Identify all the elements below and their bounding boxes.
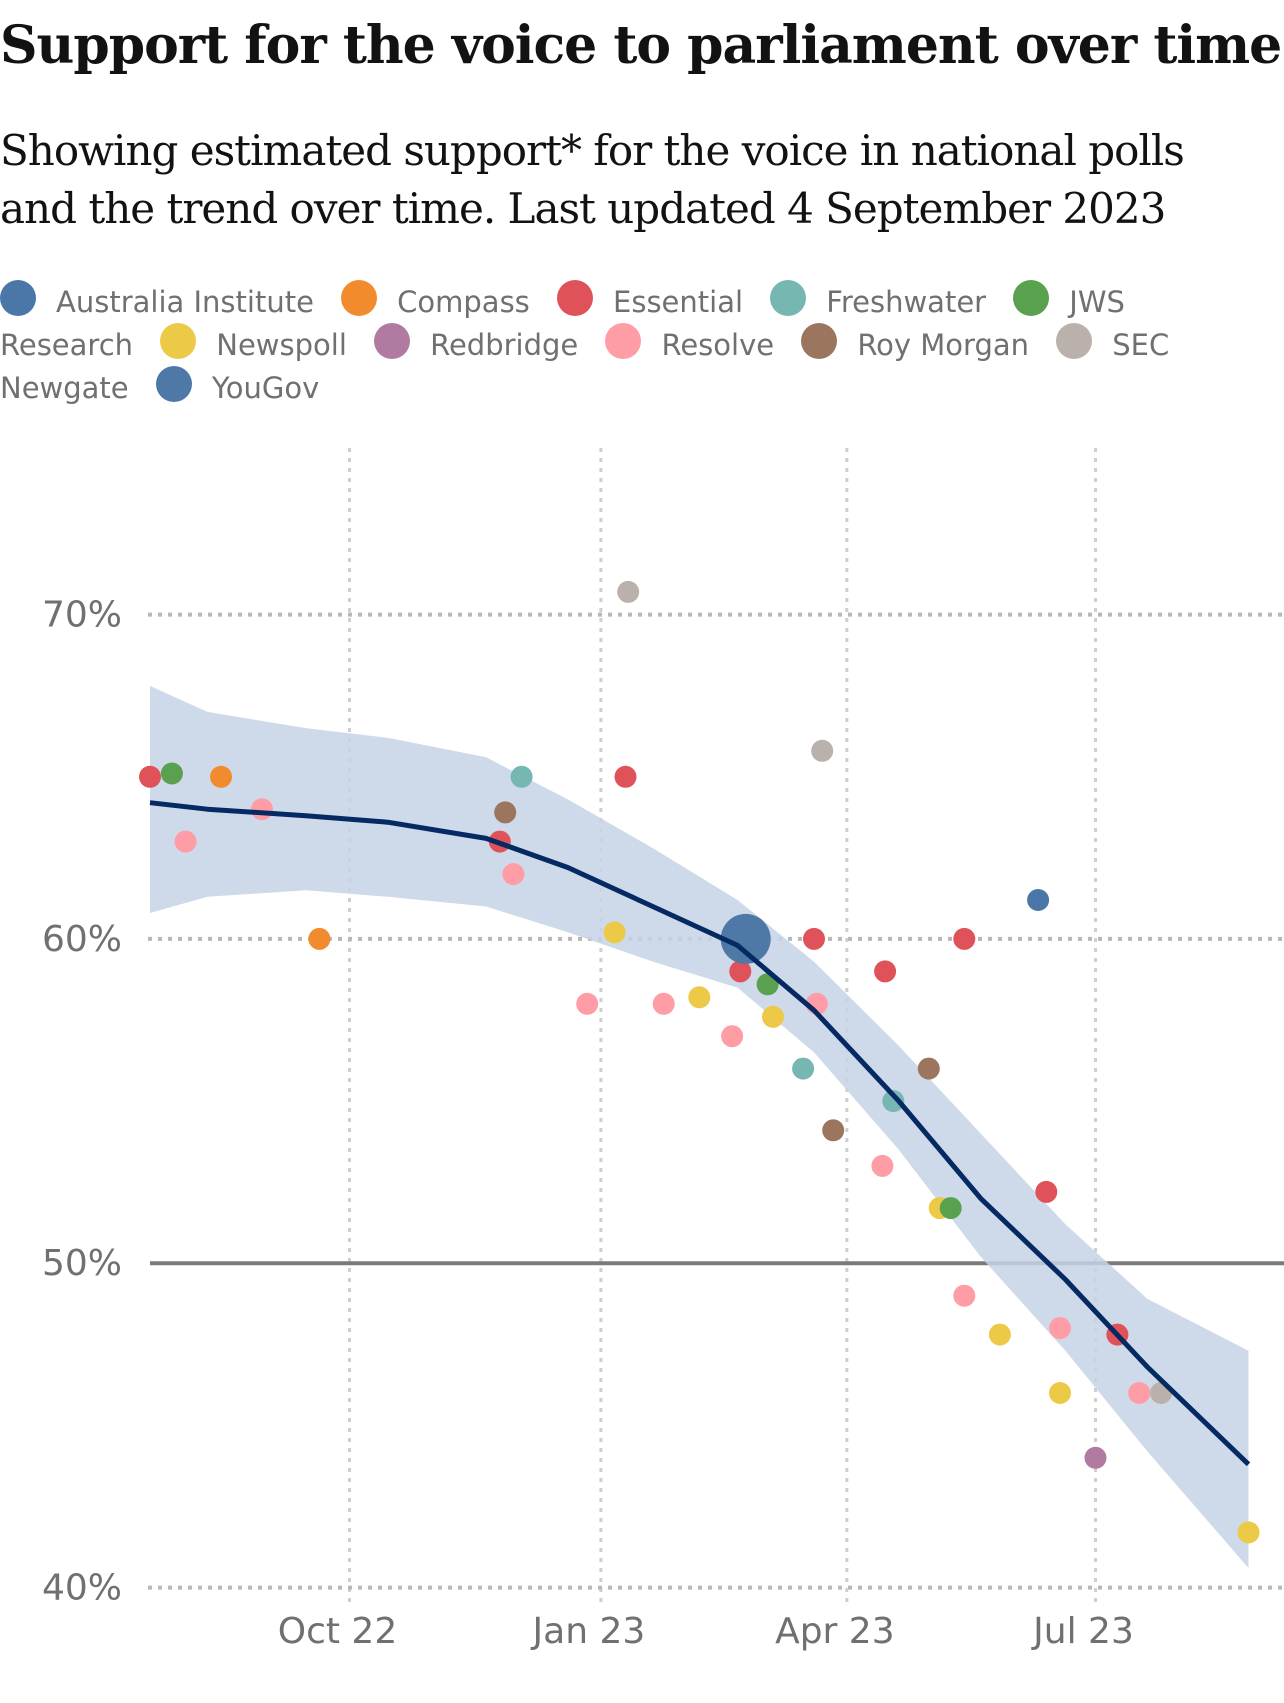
legend-item: YouGov [155,366,320,405]
poll-point [308,927,331,950]
poll-point [720,913,771,964]
poll-point [871,1154,894,1177]
trend-line [149,800,1251,1467]
y-tick-label: 40% [42,1568,122,1609]
poll-point [792,1057,815,1080]
poll-point [811,739,834,762]
legend-item: JWS Research [0,280,1125,362]
legend-swatch [155,366,192,402]
poll-point [502,863,525,886]
legend-item: Australia Institute [0,280,314,319]
poll-point [210,765,232,788]
x-tick-label: Jul 23 [1031,1611,1134,1652]
poll-point [494,801,517,824]
poll-point [510,765,533,788]
x-tick-label: Apr 23 [775,1611,895,1652]
poll-point [652,992,675,1015]
poll-point [874,960,897,983]
poll-point [762,1005,784,1028]
poll-point [882,1090,905,1113]
poll-point [939,1197,962,1220]
poll-point [160,762,183,785]
legend-item: Roy Morgan [801,323,1030,362]
poll-point [917,1057,940,1080]
poll-point [251,798,273,821]
legend-label: JWS Research [0,285,1125,362]
poll-point [988,1323,1011,1346]
poll-point [953,927,976,950]
poll-point [953,1284,976,1307]
legend-swatch [801,323,838,359]
poll-point [139,765,161,788]
poll-point [174,830,197,853]
poll-point [1049,1382,1071,1404]
legend-label: Essential [613,285,744,319]
legend-label: Newspoll [216,328,347,362]
legend-swatch [341,280,378,316]
poll-point [1027,889,1050,911]
legend-item: Essential [557,280,744,319]
legend-label: Resolve [661,328,775,362]
legend: Australia Institute Compass Essential Fr… [0,280,1230,409]
poll-point [1035,1180,1058,1203]
poll-point [603,921,626,944]
y-tick-label: 70% [42,595,122,636]
legend-swatch [770,280,807,316]
legend-swatch [557,280,594,316]
poll-point [1084,1446,1107,1469]
legend-label: Compass [397,285,530,319]
legend-label: Redbridge [430,328,579,362]
poll-point [614,765,637,788]
legend-swatch [605,323,642,359]
poll-point [688,986,711,1009]
legend-label: SEC Newgate [0,328,1170,405]
legend-label: Australia Institute [56,285,314,319]
legend-swatch [160,323,197,359]
legend-item: Resolve [605,323,775,362]
poll-point [1237,1521,1260,1544]
x-tick-label: Oct 22 [278,1611,398,1652]
legend-label: Freshwater [826,285,987,319]
y-tick-label: 50% [42,1243,122,1284]
poll-point [1128,1382,1151,1404]
x-tick-label: Jan 23 [531,1611,646,1652]
legend-swatch [0,280,36,316]
poll-point [617,580,640,603]
legend-swatch [1056,323,1093,359]
y-tick-label: 60% [42,919,122,960]
poll-point [1049,1317,1071,1340]
poll-chart: Oct 22 Jan 23 Apr 23 Jul 23 40% 50% 60% 70% [42,448,1284,1652]
legend-item: Freshwater [770,280,987,319]
legend-item: Newspoll [160,323,347,362]
confidence-band [150,685,1249,1569]
legend-item: Compass [341,280,530,319]
chart-subtitle: Showing estimated support* for the voice… [0,126,1185,233]
legend-swatch [1013,280,1050,316]
legend-item: SEC Newgate [0,323,1170,405]
legend-item: Redbridge [374,323,579,362]
legend-swatch [374,323,411,359]
poll-point [729,960,752,983]
legend-label: Roy Morgan [857,328,1030,362]
poll-point [803,927,825,950]
poll-point [721,1025,744,1048]
legend-label: YouGov [211,371,320,405]
poll-point [576,992,599,1015]
chart-title: Support for the voice to parliament over… [0,15,1282,76]
poll-point [822,1119,845,1142]
